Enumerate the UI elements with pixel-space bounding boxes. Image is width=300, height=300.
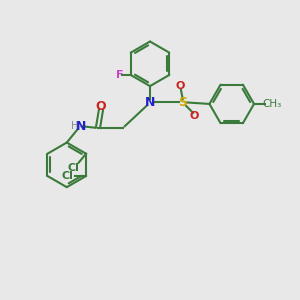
Text: N: N (76, 120, 86, 133)
Text: H: H (70, 121, 78, 130)
Text: CH₃: CH₃ (263, 99, 282, 109)
Text: S: S (178, 96, 187, 109)
Text: Cl: Cl (68, 163, 80, 173)
Text: O: O (175, 81, 184, 91)
Text: F: F (116, 70, 123, 80)
Text: O: O (96, 100, 106, 113)
Text: Cl: Cl (62, 171, 74, 181)
Text: N: N (145, 96, 155, 109)
Text: O: O (190, 111, 199, 121)
